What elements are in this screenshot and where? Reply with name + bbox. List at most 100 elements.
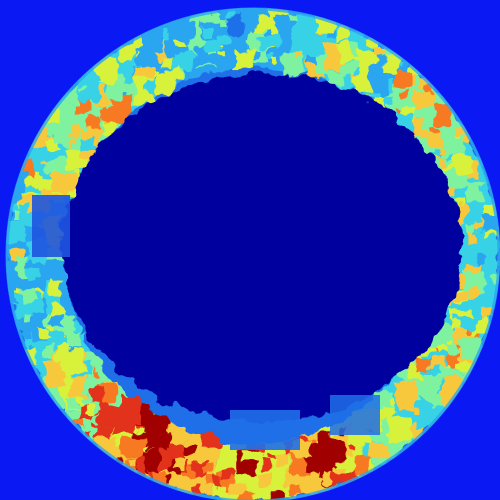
band-speckle bbox=[66, 398, 79, 407]
band-speckle bbox=[235, 50, 254, 69]
band-speckle bbox=[467, 208, 479, 223]
band-speckle bbox=[447, 339, 454, 344]
band-speckle bbox=[341, 63, 356, 72]
band-speckle bbox=[93, 403, 101, 412]
band-speckle bbox=[125, 85, 136, 96]
band-speckle bbox=[457, 202, 466, 214]
band-speckle bbox=[19, 194, 33, 203]
band-speckle bbox=[86, 430, 92, 434]
band-speckle bbox=[337, 43, 351, 62]
band-speckle bbox=[469, 288, 479, 300]
inner-block-bottom-right bbox=[330, 395, 380, 435]
band-speckle bbox=[138, 46, 156, 65]
band-speckle bbox=[55, 131, 69, 143]
band-speckle bbox=[480, 187, 488, 192]
band-speckle bbox=[67, 150, 82, 167]
band-speckle bbox=[480, 249, 488, 255]
band-speckle bbox=[39, 328, 48, 338]
band-speckle bbox=[454, 154, 472, 174]
band-speckle bbox=[368, 445, 388, 458]
band-speckle bbox=[467, 231, 477, 244]
band-speckle bbox=[374, 47, 383, 54]
band-speckle bbox=[91, 369, 98, 376]
band-speckle bbox=[49, 280, 62, 297]
inner-dark-region bbox=[62, 73, 462, 423]
band-speckle bbox=[286, 15, 296, 22]
inner-block-left bbox=[32, 195, 70, 257]
band-speckle bbox=[414, 93, 436, 109]
band-speckle bbox=[447, 353, 461, 364]
band-speckle bbox=[370, 73, 389, 94]
band-speckle bbox=[69, 126, 79, 136]
band-speckle bbox=[122, 439, 144, 455]
band-speckle bbox=[243, 452, 260, 463]
band-speckle bbox=[35, 157, 42, 161]
band-speckle bbox=[79, 138, 97, 151]
band-speckle bbox=[383, 55, 399, 71]
band-speckle bbox=[451, 319, 460, 332]
band-speckle bbox=[74, 104, 84, 114]
band-speckle bbox=[172, 55, 190, 69]
band-speckle bbox=[263, 461, 271, 470]
band-speckle bbox=[200, 434, 222, 447]
band-speckle bbox=[388, 415, 410, 441]
band-speckle bbox=[301, 31, 311, 45]
band-speckle bbox=[146, 80, 157, 90]
band-speckle bbox=[120, 397, 141, 424]
band-speckle bbox=[160, 59, 172, 66]
band-speckle bbox=[146, 437, 163, 449]
band-speckle bbox=[213, 475, 222, 487]
band-speckle bbox=[466, 182, 484, 202]
band-speckle bbox=[473, 318, 488, 334]
band-speckle bbox=[16, 259, 27, 272]
band-speckle bbox=[397, 383, 417, 410]
band-speckle bbox=[24, 315, 30, 321]
band-speckle bbox=[229, 484, 246, 495]
band-speckle bbox=[466, 263, 481, 272]
band-speckle bbox=[399, 109, 406, 114]
inner-block-bottom bbox=[230, 410, 300, 450]
band-speckle bbox=[350, 444, 357, 449]
band-speckle bbox=[90, 387, 105, 403]
band-speckle bbox=[268, 455, 274, 460]
band-speckle bbox=[422, 130, 430, 139]
band-speckle bbox=[55, 346, 69, 361]
band-speckle bbox=[53, 315, 64, 327]
band-speckle bbox=[257, 473, 272, 486]
band-speckle bbox=[218, 452, 237, 468]
band-speckle bbox=[107, 87, 121, 101]
band-speckle bbox=[70, 376, 86, 397]
band-speckle bbox=[217, 37, 228, 44]
band-speckle bbox=[48, 159, 58, 173]
band-speckle bbox=[66, 331, 80, 347]
band-speckle bbox=[203, 467, 213, 474]
band-speckle bbox=[430, 358, 445, 368]
band-speckle bbox=[227, 15, 243, 36]
band-speckle bbox=[249, 474, 255, 478]
band-speckle bbox=[397, 69, 412, 88]
band-speckle bbox=[258, 37, 279, 50]
band-speckle bbox=[453, 128, 462, 138]
band-speckle bbox=[416, 358, 430, 371]
band-speckle bbox=[176, 39, 186, 47]
band-speckle bbox=[207, 56, 222, 66]
band-speckle bbox=[385, 95, 393, 106]
band-speckle bbox=[272, 58, 279, 63]
band-speckle bbox=[23, 288, 35, 301]
band-speckle bbox=[80, 87, 86, 91]
band-speckle bbox=[51, 174, 65, 193]
band-speckle bbox=[203, 27, 213, 39]
band-speckle bbox=[423, 386, 429, 391]
band-speckle bbox=[324, 440, 345, 461]
band-speckle bbox=[476, 255, 487, 264]
band-speckle bbox=[402, 91, 410, 99]
band-speckle bbox=[219, 486, 227, 495]
band-speckle bbox=[290, 485, 302, 496]
band-speckle bbox=[421, 407, 427, 415]
band-speckle bbox=[223, 471, 231, 480]
band-speckle bbox=[193, 47, 208, 65]
band-speckle bbox=[158, 72, 174, 85]
band-speckle bbox=[35, 277, 45, 290]
